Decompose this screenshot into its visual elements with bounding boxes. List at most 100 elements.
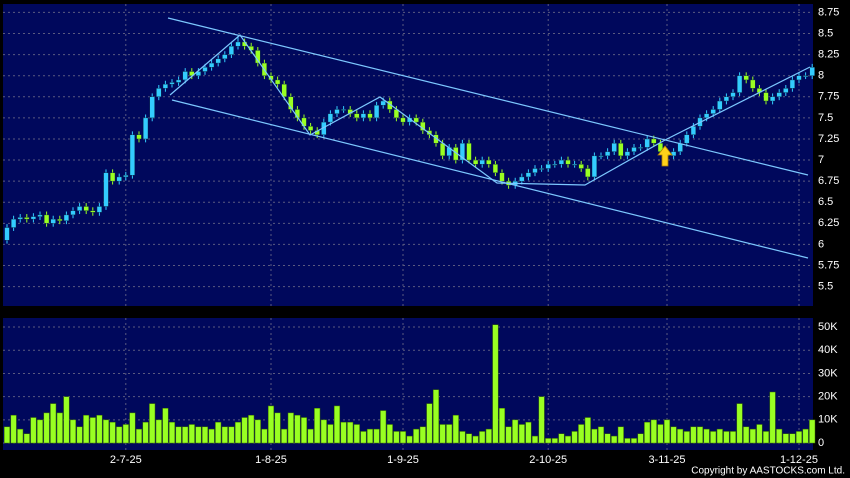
candle-body [723,96,730,102]
volume-bar [43,412,50,444]
candle-body [572,164,578,166]
volume-bar [465,433,473,444]
y-tick-label: 8 [818,70,824,82]
candle-body [228,45,235,55]
zigzag [169,34,811,186]
volume-bar [168,421,176,444]
candle-body [624,151,631,157]
candle-body [763,92,769,102]
candle-body [578,164,584,169]
channel-upper [167,17,809,176]
candle-body [24,217,30,220]
candle-body [235,41,241,47]
candle-body [360,113,367,119]
volume-bar [749,428,756,444]
volume-bar [50,403,57,444]
volume-bar [23,433,30,444]
candle-body [591,155,598,178]
signal-arrow [657,145,673,167]
volume-bar [162,407,169,444]
candle-body [57,218,63,221]
candle-body [618,142,624,157]
volume-panel [3,318,813,450]
volume-bar [320,419,327,444]
candle-body [651,138,657,144]
volume-bar [182,426,189,444]
volume-bar [756,424,763,444]
y-tick-label: 6.25 [818,217,839,229]
y-tick-label: 7 [818,154,824,166]
volume-bar [683,431,690,444]
candle-body [473,159,479,165]
volume-bar [208,428,215,444]
volume-bar [578,424,585,444]
candle-body [598,155,604,158]
candle-body [803,75,809,77]
volume-bar [393,431,400,444]
candle-body [552,164,558,166]
candle-body [83,206,89,211]
candle-body [545,164,551,169]
candle-body [539,168,545,170]
y-tick-label: 40K [818,344,838,356]
volume-bar [300,417,308,444]
candle-body [492,164,499,173]
y-tick-label: 7.75 [818,91,839,103]
volume-bar [551,438,558,444]
y-tick-label: 5.75 [818,259,839,271]
volume-bar [234,421,242,444]
candle-body [175,79,182,83]
candle-body [809,67,815,76]
volume-bar [366,428,374,444]
candle-body [63,214,70,221]
volume-bar [261,428,268,444]
volume-bar [512,419,519,444]
candle-body [585,168,591,178]
volume-bar [195,426,202,444]
candle-body [169,82,175,85]
volume-bar [109,421,116,444]
candle-body [638,147,644,149]
candle-body [96,206,103,213]
candle-body [704,113,710,119]
volume-bar [274,412,281,444]
volume-bar [531,435,539,444]
volume-bar [215,421,222,444]
candle-body [30,216,37,220]
volume-bar [690,426,697,444]
candle-body [76,206,83,211]
candle-body [162,83,169,89]
volume-bar [201,426,209,444]
volume-bar [703,428,710,444]
volume-bar [327,424,334,444]
y-tick-label: 8.25 [818,49,839,61]
volume-bar [446,424,453,444]
volume-bar [413,428,420,444]
candle-body [308,126,314,131]
candle-body [525,172,532,178]
candle-body [136,134,142,140]
candle-body [195,71,202,76]
volume-bar [670,426,677,444]
candle-body [327,113,334,123]
volume-bar [525,421,532,444]
volume-bar [644,421,651,444]
candle-body [783,88,789,93]
volume-bar [228,426,235,444]
candle-body [499,172,505,182]
volume-bar [399,431,407,444]
candle-body [334,109,340,114]
candle-body [70,210,76,216]
price-panel [3,4,813,306]
volume-bar [630,438,638,444]
volume-bar [479,431,486,444]
y-tick-label: 6.75 [818,175,839,187]
candle-body [208,62,215,68]
y-tick-label: 20K [818,391,838,403]
volume-bar [287,412,294,444]
candle-body [116,176,122,182]
candle-body [486,159,492,165]
candle-body [558,159,565,165]
volume-bar [149,403,156,444]
